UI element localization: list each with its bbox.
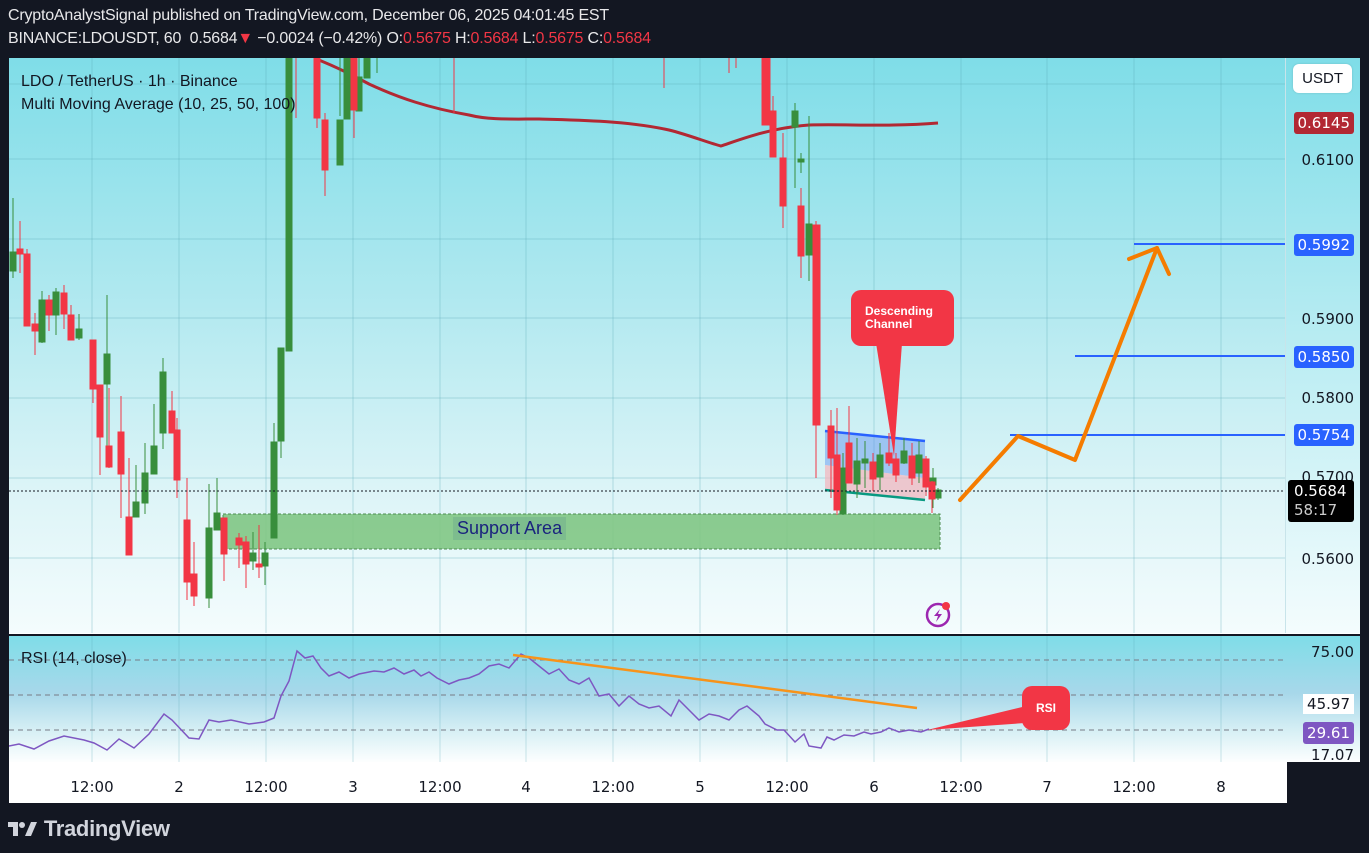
time-label: 12:00	[939, 778, 983, 796]
time-label: 12:00	[765, 778, 809, 796]
high-value: 0.5684	[470, 30, 519, 47]
down-arrow-icon: ▼	[237, 30, 254, 47]
descending-channel-callout: Descending Channel	[851, 290, 954, 346]
last-price-tag: 0.5684 58:17	[1288, 480, 1354, 522]
low-value: 0.5675	[535, 30, 584, 47]
rsi-scale[interactable]: 75.00 45.97 29.61 17.07	[1286, 636, 1360, 764]
support-area-zone	[222, 513, 941, 550]
last-price: 0.5684	[189, 30, 238, 47]
price-label: 0.5900	[1301, 310, 1355, 328]
time-label: 12:00	[70, 778, 114, 796]
price-chart-canvas	[9, 58, 1287, 633]
chart-frame: LDO / TetherUS · 1h · Binance Multi Movi…	[9, 58, 1360, 803]
close-label: C:	[587, 30, 604, 47]
indicator-legend-ma[interactable]: Multi Moving Average (10, 25, 50, 100)	[21, 96, 296, 113]
rsi-chart-canvas	[9, 636, 1287, 764]
tradingview-logo: TradingView	[8, 816, 170, 842]
rsi-line	[9, 649, 930, 751]
time-label: 6	[869, 778, 879, 796]
callout-line2: Channel	[865, 317, 913, 331]
ma-price-tag: 0.6145	[1293, 112, 1354, 134]
rsi-tag-45.97: 45.97	[1303, 694, 1354, 714]
time-axis[interactable]: 12:00 2 12:00 3 12:00 4 12:00 5 12:00 6 …	[9, 762, 1287, 803]
open-value: 0.5675	[402, 30, 451, 47]
tradingview-logo-icon	[8, 822, 37, 836]
time-label: 7	[1042, 778, 1052, 796]
axis-corner	[1287, 762, 1360, 803]
projection-path	[958, 246, 1159, 502]
moving-average-line	[313, 58, 939, 148]
chart-title: LDO / TetherUS · 1h · Binance	[21, 73, 238, 90]
time-label: 12:00	[1112, 778, 1156, 796]
price-change: −0.0024 (−0.42%)	[257, 30, 383, 47]
time-label: 12:00	[591, 778, 635, 796]
price-label: 0.5800	[1301, 389, 1355, 407]
time-label: 3	[348, 778, 358, 796]
level-tag-0.5992: 0.5992	[1293, 234, 1354, 256]
rsi-callout-pointer	[927, 703, 1039, 730]
price-label: 0.5600	[1301, 550, 1355, 568]
time-label: 4	[521, 778, 531, 796]
rsi-callout: RSI	[1022, 686, 1070, 730]
time-label: 5	[695, 778, 705, 796]
arrow-head-icon	[1127, 246, 1171, 276]
close-value: 0.5684	[603, 30, 651, 47]
rsi-label: 75.00	[1311, 643, 1354, 661]
callout-line1: Descending	[865, 304, 934, 318]
price-pane[interactable]: LDO / TetherUS · 1h · Binance Multi Movi…	[9, 58, 1360, 633]
low-label: L:	[522, 30, 536, 47]
last-price-value: 0.5684	[1294, 482, 1347, 500]
time-label: 2	[174, 778, 184, 796]
bar-countdown: 58:17	[1294, 501, 1338, 519]
rsi-trendline	[512, 653, 918, 710]
level-tag-0.5754: 0.5754	[1293, 424, 1354, 446]
price-scale[interactable]: USDT 0.6145 0.6100 0.5992 0.5900 0.5850 …	[1285, 58, 1360, 633]
rsi-label: 17.07	[1311, 746, 1354, 764]
time-label: 12:00	[418, 778, 462, 796]
support-area-label: Support Area	[453, 517, 567, 540]
brand-name: TradingView	[43, 816, 170, 841]
price-label: 0.6100	[1301, 151, 1355, 169]
publish-info: CryptoAnalystSignal published on Trading…	[8, 7, 609, 24]
time-label: 8	[1216, 778, 1226, 796]
level-tag-0.5850: 0.5850	[1293, 346, 1354, 368]
lightning-icon	[925, 602, 951, 628]
rsi-pane[interactable]: RSI (14, close) RSI 75.00 45.97 29.61 17…	[9, 634, 1360, 764]
time-label: 12:00	[244, 778, 288, 796]
symbol-name: BINANCE:LDOUSDT, 60	[8, 30, 182, 47]
symbol-ohlc-bar: BINANCE:LDOUSDT, 60 0.5684▼ −0.0024 (−0.…	[8, 30, 651, 48]
rsi-current-tag: 29.61	[1303, 722, 1354, 744]
currency-button[interactable]: USDT	[1293, 64, 1352, 93]
rsi-legend[interactable]: RSI (14, close)	[21, 650, 127, 667]
rsi-callout-text: RSI	[1036, 701, 1057, 715]
open-label: O:	[386, 30, 403, 47]
high-label: H:	[454, 30, 471, 47]
